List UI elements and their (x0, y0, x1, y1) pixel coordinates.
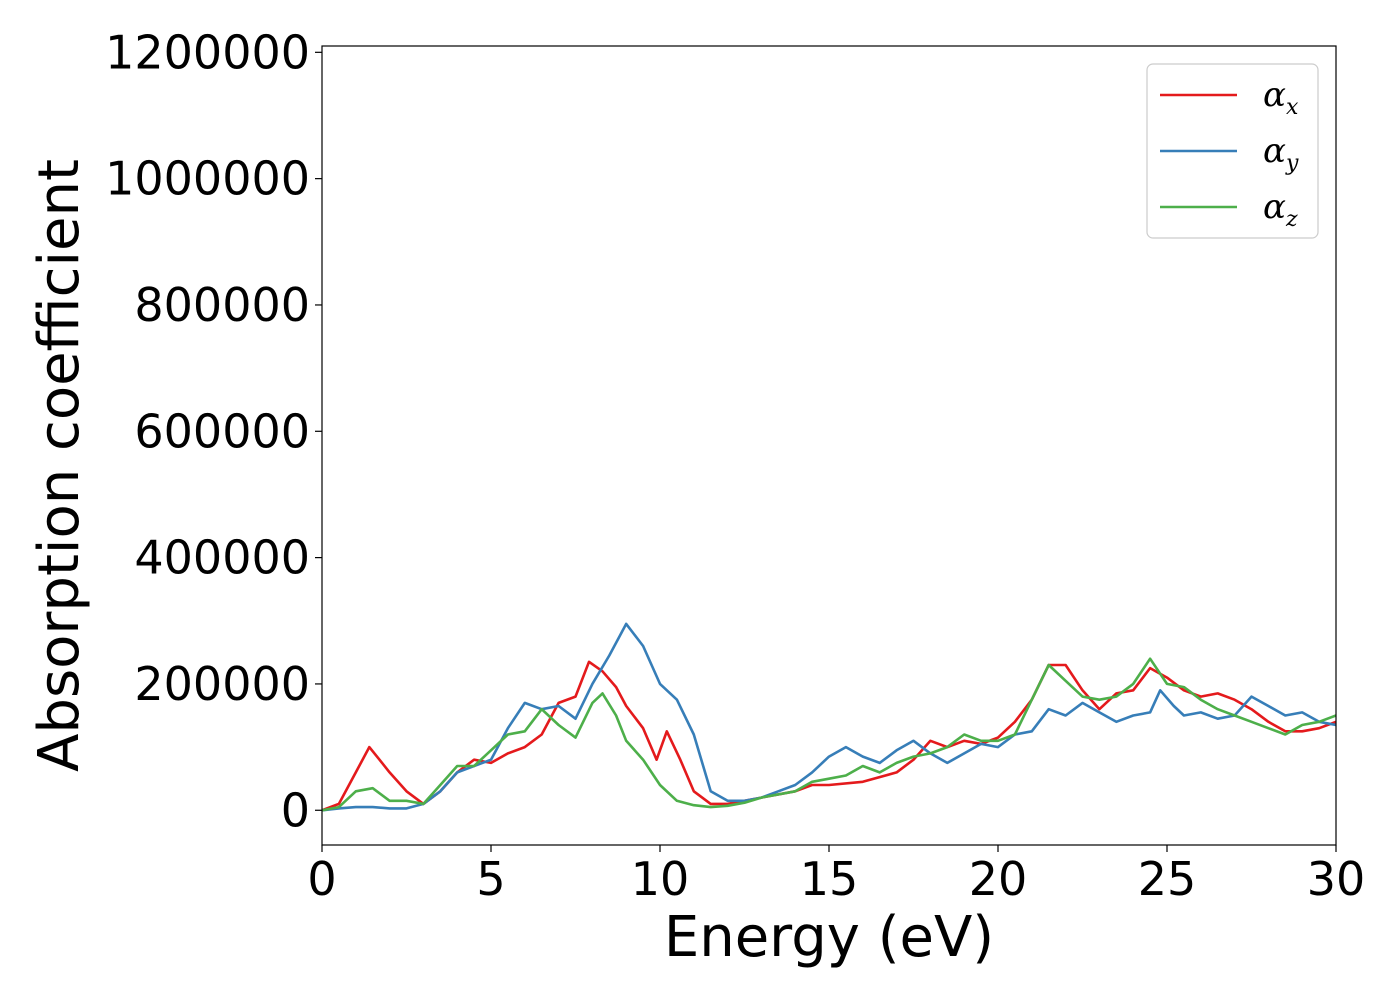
x-tick-label: 5 (476, 852, 505, 906)
x-tick-label: 15 (800, 852, 859, 906)
y-tick-label: 1000000 (105, 152, 310, 206)
y-tick-label: 600000 (134, 404, 310, 458)
x-tick-label: 30 (1307, 852, 1366, 906)
series-line-y (322, 622, 1336, 812)
legend-label-x: αx (1263, 75, 1299, 120)
series-line-x (322, 660, 1336, 812)
y-tick-label: 0 (281, 783, 310, 837)
y-axis-title: Absorption coefficient (27, 159, 92, 772)
legend-label-y: αy (1263, 131, 1299, 176)
y-tick-label: 200000 (134, 657, 310, 711)
y-axis-ticks: 0 200000 400000 600000 800000 1000000 1200000 (105, 25, 322, 837)
x-tick-label: 25 (1138, 852, 1197, 906)
x-tick-label: 10 (631, 852, 690, 906)
x-tick-label: 0 (307, 852, 336, 906)
legend-label-z: αz (1263, 187, 1298, 232)
x-axis-ticks: 0 5 10 15 20 25 30 (307, 845, 1365, 906)
legend: αx αy αz (1146, 63, 1319, 239)
y-tick-label: 400000 (134, 531, 310, 585)
y-tick-label: 800000 (134, 278, 310, 332)
x-axis-title: Energy (eV) (664, 905, 994, 970)
x-tick-label: 20 (969, 852, 1028, 906)
series-line-z (322, 657, 1336, 812)
y-tick-label: 1200000 (105, 25, 310, 79)
series-group (322, 622, 1336, 812)
